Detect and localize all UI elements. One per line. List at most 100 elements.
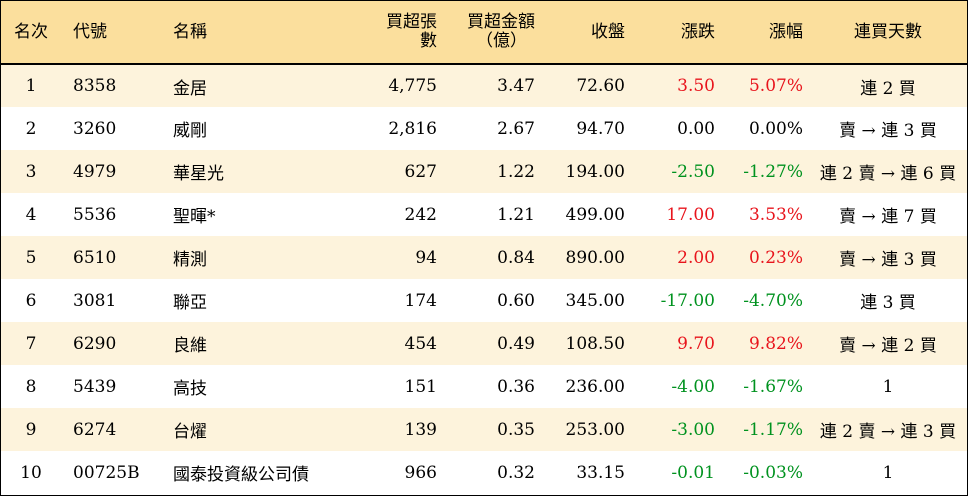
cell-change: 2.00: [677, 247, 715, 268]
cell-change: 9.70: [677, 333, 715, 354]
cell-rank: 3: [25, 161, 37, 182]
cell-rank: 7: [25, 333, 37, 354]
cell-close: 890.00: [565, 247, 625, 268]
header-code: 代號: [61, 1, 159, 65]
cell-code: 6290: [73, 333, 117, 354]
cell-pct: -4.70%: [743, 290, 803, 311]
cell-pct: 9.82%: [748, 333, 803, 354]
cell-name: 高技: [173, 379, 207, 399]
cell-pct: 5.07%: [748, 76, 803, 96]
cell-close: 499.00: [565, 204, 625, 225]
header-amount-line2: （億）: [476, 31, 527, 51]
cell-code: 3260: [73, 118, 117, 139]
cell-change: -0.01: [671, 462, 715, 483]
cell-code: 3081: [73, 290, 117, 311]
header-pct: 漲幅: [721, 1, 809, 65]
cell-name: 威剛: [173, 121, 207, 141]
header-close: 收盤: [543, 1, 633, 65]
cell-code: 5439: [73, 376, 117, 397]
cell-volume: 966: [404, 462, 437, 483]
table-row: 2 3260 威剛 2,816 2.67 94.70 0.00 0.00% 賣 → 連 3 買: [1, 107, 967, 150]
header-name: 名稱: [159, 1, 373, 65]
cell-close: 345.00: [565, 290, 625, 311]
cell-days: 連 3 買: [860, 293, 916, 313]
cell-days: 賣 → 連 3 買: [839, 121, 937, 141]
cell-code: 8358: [73, 76, 117, 96]
cell-amount: 0.49: [497, 333, 535, 354]
cell-name: 聯亞: [173, 293, 207, 313]
cell-pct: 3.53%: [748, 204, 803, 225]
cell-pct: -1.17%: [743, 419, 803, 440]
cell-rank: 1: [25, 76, 37, 96]
cell-days: 連 2 買: [860, 78, 916, 99]
table-row: 6 3081 聯亞 174 0.60 345.00 -17.00 -4.70% 連 3 買: [1, 279, 967, 322]
cell-pct: -1.67%: [743, 376, 803, 397]
cell-name: 國泰投資級公司債: [173, 465, 309, 485]
cell-name: 精測: [173, 250, 207, 270]
cell-days: 1: [882, 376, 894, 397]
header-amount: 買超金額 （億）: [447, 1, 543, 65]
cell-rank: 6: [25, 290, 37, 311]
cell-amount: 0.60: [497, 290, 535, 311]
table-row: 7 6290 良維 454 0.49 108.50 9.70 9.82% 賣 → 連 2 買: [1, 322, 967, 365]
cell-volume: 2,816: [388, 118, 437, 139]
cell-name: 聖暉*: [173, 207, 216, 227]
cell-close: 94.70: [576, 118, 625, 139]
cell-volume: 94: [415, 247, 437, 268]
cell-code: 6510: [73, 247, 117, 268]
cell-change: 17.00: [666, 204, 715, 225]
cell-volume: 4,775: [388, 76, 437, 96]
cell-close: 108.50: [565, 333, 625, 354]
cell-amount: 0.32: [497, 462, 535, 483]
cell-pct: 0.00%: [748, 118, 803, 139]
cell-days: 連 2 賣 → 連 3 買: [819, 422, 957, 442]
table-row: 5 6510 精測 94 0.84 890.00 2.00 0.23% 賣 → 連 3 買: [1, 236, 967, 279]
cell-volume: 151: [404, 376, 437, 397]
cell-name: 良維: [173, 336, 207, 356]
table-row: 4 5536 聖暉* 242 1.21 499.00 17.00 3.53% 賣 → 連 7 買: [1, 193, 967, 236]
cell-pct: 0.23%: [748, 247, 803, 268]
table-row: 8 5439 高技 151 0.36 236.00 -4.00 -1.67% 1: [1, 365, 967, 408]
cell-amount: 1.21: [497, 204, 535, 225]
header-change: 漲跌: [633, 1, 721, 65]
cell-amount: 3.47: [497, 76, 535, 96]
cell-rank: 4: [25, 204, 37, 225]
cell-rank: 8: [25, 376, 37, 397]
cell-amount: 0.35: [497, 419, 535, 440]
header-amount-line1: 買超金額: [467, 12, 535, 32]
cell-days: 連 2 賣 → 連 6 買: [819, 164, 957, 184]
cell-change: -17.00: [660, 290, 715, 311]
cell-volume: 242: [404, 204, 437, 225]
table-row: 9 6274 台燿 139 0.35 253.00 -3.00 -1.17% 連 2 賣 → 連…: [1, 408, 967, 451]
table-body: 1 8358 金居 4,775 3.47 72.60 3.50 5.07% 連 2 買 2 3260…: [1, 64, 967, 494]
cell-amount: 0.84: [497, 247, 535, 268]
header-days: 連買天數: [809, 1, 967, 65]
cell-pct: -0.03%: [743, 462, 803, 483]
cell-change: -4.00: [671, 376, 715, 397]
cell-change: -3.00: [671, 419, 715, 440]
table-row: 10 00725B 國泰投資級公司債 966 0.32 33.15 -0.01 -0.03% 1: [1, 451, 967, 494]
cell-volume: 174: [404, 290, 437, 311]
cell-name: 華星光: [173, 164, 224, 184]
cell-days: 賣 → 連 7 買: [839, 207, 937, 227]
header-volume: 買超張數: [373, 1, 447, 65]
table-row: 1 8358 金居 4,775 3.47 72.60 3.50 5.07% 連 2 買: [1, 64, 967, 107]
cell-rank: 10: [20, 462, 42, 483]
cell-amount: 0.36: [497, 376, 535, 397]
cell-name: 台燿: [173, 422, 207, 442]
cell-name: 金居: [173, 78, 207, 99]
header-row: 名次 代號 名稱 買超張數 買超金額 （億） 收盤 漲跌 漲幅 連買天數: [1, 1, 967, 65]
cell-close: 72.60: [576, 76, 625, 96]
cell-pct: -1.27%: [743, 161, 803, 182]
cell-volume: 627: [404, 161, 437, 182]
cell-amount: 2.67: [497, 118, 535, 139]
cell-change: 3.50: [677, 76, 715, 96]
cell-days: 賣 → 連 3 買: [839, 250, 937, 270]
table-header: 名次 代號 名稱 買超張數 買超金額 （億） 收盤 漲跌 漲幅 連買天數: [1, 1, 967, 65]
cell-change: -2.50: [671, 161, 715, 182]
cell-rank: 5: [25, 247, 37, 268]
cell-close: 253.00: [565, 419, 625, 440]
cell-days: 賣 → 連 2 買: [839, 336, 937, 356]
